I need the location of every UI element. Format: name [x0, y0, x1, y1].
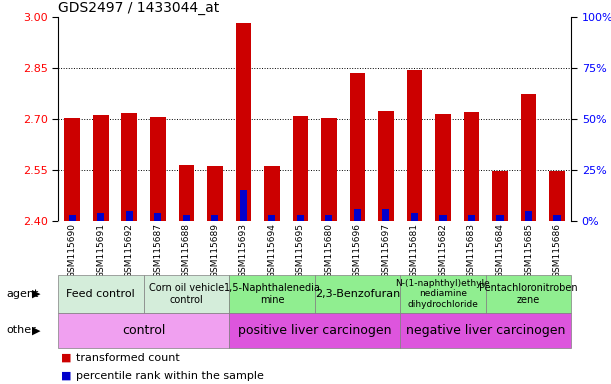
Text: GSM115684: GSM115684 — [496, 223, 505, 278]
Bar — [236, 23, 251, 221]
Text: Corn oil vehicle
control: Corn oil vehicle control — [148, 283, 224, 305]
Text: GSM115696: GSM115696 — [353, 223, 362, 278]
Bar — [549, 170, 565, 221]
Text: GSM115688: GSM115688 — [182, 223, 191, 278]
Bar — [93, 115, 109, 221]
Text: GSM115682: GSM115682 — [439, 223, 447, 278]
Bar — [554, 215, 560, 221]
Bar — [126, 211, 133, 221]
Bar — [378, 111, 394, 221]
Text: transformed count: transformed count — [76, 353, 180, 363]
Text: 2,3-Benzofuran: 2,3-Benzofuran — [315, 289, 400, 299]
Bar — [207, 166, 223, 221]
Text: GSM115683: GSM115683 — [467, 223, 476, 278]
Bar — [521, 94, 536, 221]
Bar — [211, 215, 218, 221]
Bar — [315, 275, 400, 313]
Bar — [354, 209, 361, 221]
Text: ▶: ▶ — [32, 325, 41, 335]
Text: GSM115693: GSM115693 — [239, 223, 248, 278]
Bar — [400, 313, 571, 348]
Bar — [525, 211, 532, 221]
Text: negative liver carcinogen: negative liver carcinogen — [406, 324, 565, 337]
Text: GSM115692: GSM115692 — [125, 223, 134, 278]
Bar — [326, 215, 332, 221]
Bar — [229, 275, 315, 313]
Bar — [97, 213, 104, 221]
Bar — [144, 275, 229, 313]
Bar — [58, 275, 144, 313]
Text: GSM115686: GSM115686 — [552, 223, 562, 278]
Text: 1,5-Naphthalenedia
mine: 1,5-Naphthalenedia mine — [224, 283, 320, 305]
Bar — [58, 313, 229, 348]
Text: control: control — [122, 324, 165, 337]
Bar — [411, 213, 418, 221]
Bar — [321, 118, 337, 221]
Text: GSM115681: GSM115681 — [410, 223, 419, 278]
Bar — [492, 170, 508, 221]
Bar — [497, 215, 503, 221]
Bar — [349, 73, 365, 221]
Text: agent: agent — [6, 289, 38, 299]
Text: GSM115694: GSM115694 — [268, 223, 276, 278]
Bar — [486, 275, 571, 313]
Bar — [464, 112, 480, 221]
Text: positive liver carcinogen: positive liver carcinogen — [238, 324, 392, 337]
Text: percentile rank within the sample: percentile rank within the sample — [76, 371, 264, 381]
Text: GSM115697: GSM115697 — [381, 223, 390, 278]
Text: GSM115685: GSM115685 — [524, 223, 533, 278]
Bar — [69, 215, 76, 221]
Bar — [435, 114, 451, 221]
Bar — [155, 213, 161, 221]
Bar — [439, 215, 447, 221]
Text: GSM115680: GSM115680 — [324, 223, 334, 278]
Bar — [293, 116, 309, 221]
Text: GSM115695: GSM115695 — [296, 223, 305, 278]
Bar — [407, 70, 422, 221]
Bar — [468, 215, 475, 221]
Text: N-(1-naphthyl)ethyle
nediamine
dihydrochloride: N-(1-naphthyl)ethyle nediamine dihydroch… — [395, 279, 491, 309]
Text: ■: ■ — [61, 371, 71, 381]
Bar — [65, 118, 80, 221]
Bar — [382, 209, 389, 221]
Bar — [264, 166, 280, 221]
Bar — [150, 117, 166, 221]
Bar — [229, 313, 400, 348]
Bar — [297, 215, 304, 221]
Text: ■: ■ — [61, 353, 71, 363]
Text: GDS2497 / 1433044_at: GDS2497 / 1433044_at — [58, 1, 219, 15]
Text: GSM115690: GSM115690 — [68, 223, 77, 278]
Text: Pentachloronitroben
zene: Pentachloronitroben zene — [479, 283, 578, 305]
Bar — [400, 275, 486, 313]
Bar — [178, 165, 194, 221]
Text: other: other — [6, 325, 36, 335]
Bar — [183, 215, 190, 221]
Text: GSM115689: GSM115689 — [210, 223, 219, 278]
Text: GSM115691: GSM115691 — [97, 223, 105, 278]
Text: Feed control: Feed control — [67, 289, 135, 299]
Bar — [240, 190, 247, 221]
Text: GSM115687: GSM115687 — [153, 223, 163, 278]
Bar — [122, 113, 137, 221]
Bar — [268, 215, 276, 221]
Text: ▶: ▶ — [32, 289, 41, 299]
